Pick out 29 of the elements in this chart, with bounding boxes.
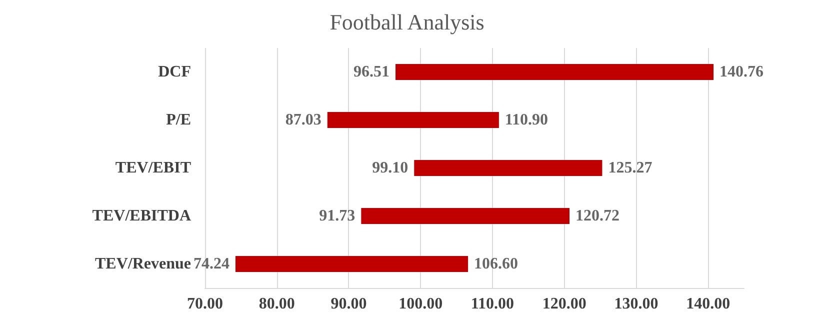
annotation: 125.27 <box>608 160 652 176</box>
y-tick-label: TEV/EBIT <box>115 160 192 176</box>
annotation: 91.73 <box>319 208 356 224</box>
annotation: 99.10 <box>372 160 408 176</box>
x-tick-label: 80.00 <box>258 296 295 312</box>
x-tick-label: 90.00 <box>330 296 367 312</box>
x-tick-label: 140.00 <box>686 296 730 312</box>
bar <box>361 208 570 224</box>
annotation: 120.72 <box>576 208 620 224</box>
chart-title: Football Analysis <box>330 10 484 34</box>
annotation: 110.90 <box>504 112 548 128</box>
y-tick-label: P/E <box>166 112 191 128</box>
x-tick-label: 130.00 <box>614 296 658 312</box>
bar <box>327 112 499 128</box>
x-tick-label: 70.00 <box>187 296 223 312</box>
x-tick-label: 120.00 <box>542 296 586 312</box>
y-tick-label: DCF <box>158 64 192 80</box>
annotation: 140.76 <box>720 64 764 80</box>
annotation: 74.24 <box>193 256 230 272</box>
y-tick-label: TEV/Revenue <box>95 256 191 272</box>
annotation: 96.51 <box>354 64 390 80</box>
annotation: 87.03 <box>285 112 322 128</box>
y-tick-label: TEV/EBITDA <box>92 208 192 224</box>
x-tick-label: 100.00 <box>398 296 443 312</box>
x-tick-label: 110.00 <box>470 296 514 312</box>
bar <box>414 160 602 176</box>
annotation: 106.60 <box>474 256 518 272</box>
bar <box>396 64 714 80</box>
bar <box>235 256 468 272</box>
